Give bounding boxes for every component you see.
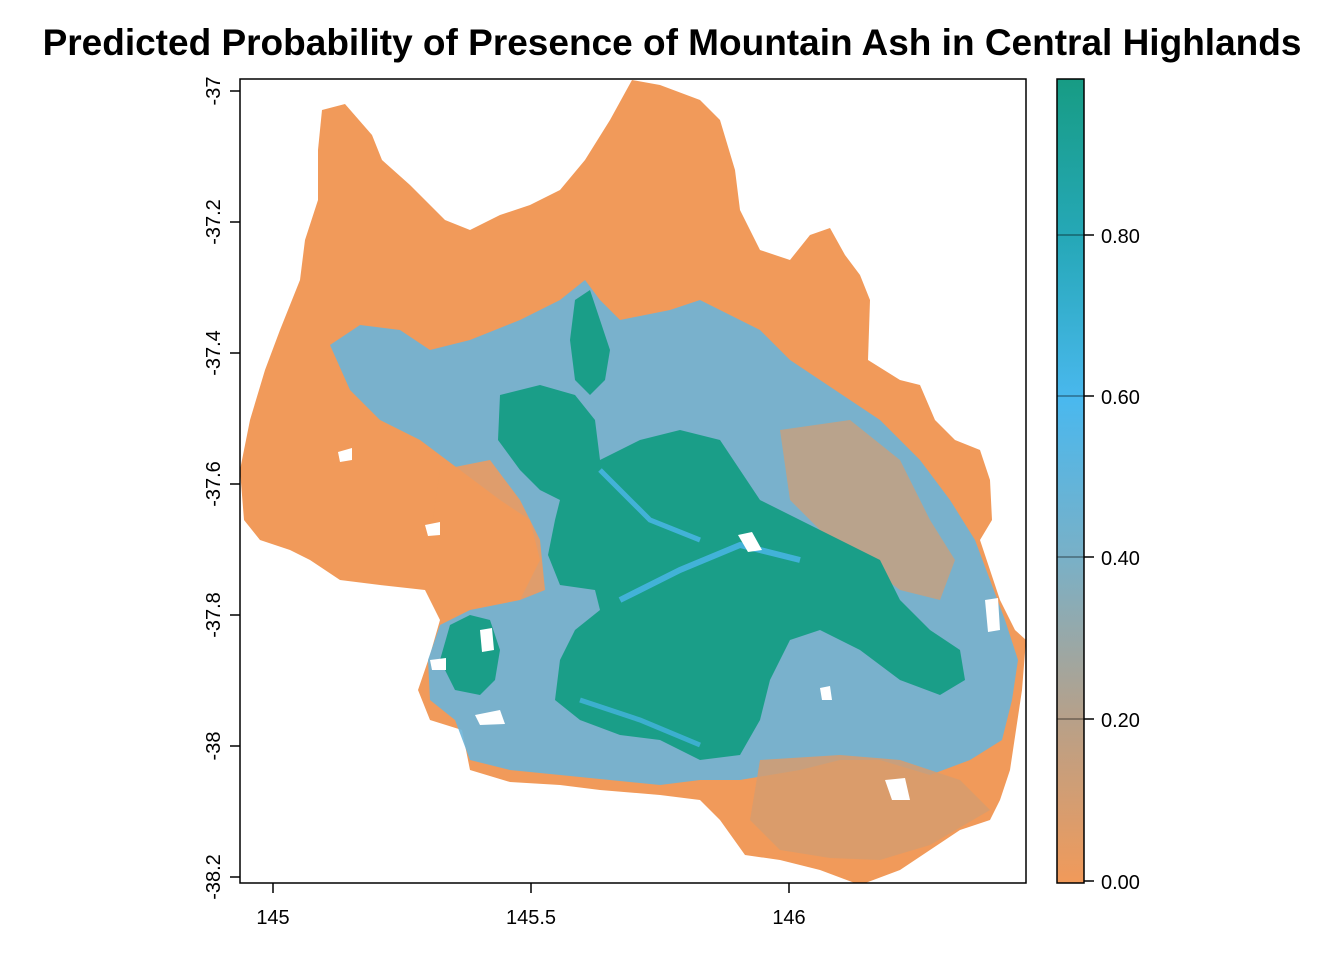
region-low-patch — [430, 460, 545, 600]
x-tick-label: 146 — [772, 907, 805, 929]
legend-tick-label: 0.40 — [1101, 548, 1140, 570]
legend-tick-label: 0.80 — [1101, 226, 1140, 248]
legend-colorbar — [1056, 78, 1085, 884]
y-tick-label: -37 — [203, 77, 225, 106]
region-lowmid-patch — [780, 420, 955, 600]
y-tick-label: -38.2 — [203, 854, 225, 900]
probability-map — [240, 80, 1026, 883]
y-tick-label: -37.8 — [203, 592, 225, 638]
legend-tick-label: 0.20 — [1101, 710, 1140, 732]
y-tick-label: -38 — [203, 732, 225, 761]
legend-tick-label: 0.00 — [1101, 872, 1140, 894]
map-title: Predicted Probability of Presence of Mou… — [42, 22, 1302, 63]
y-tick-label: -37.2 — [203, 199, 225, 245]
x-axis: 145 145.5 146 — [256, 883, 806, 929]
legend: 0.00 0.20 0.40 0.60 0.80 — [1056, 78, 1140, 894]
x-tick-label: 145.5 — [506, 907, 556, 929]
map-frame — [239, 78, 1027, 884]
y-axis: -37 -37.2 -37.4 -37.6 -37.8 -38 -38.2 — [203, 77, 240, 900]
legend-tick-label: 0.60 — [1101, 387, 1140, 409]
region-high-probability — [498, 385, 965, 760]
y-tick-label: -37.4 — [203, 330, 225, 376]
region-high-north — [570, 290, 610, 395]
x-tick-label: 145 — [256, 907, 289, 929]
region-south-patch — [750, 755, 990, 860]
y-tick-label: -37.6 — [203, 461, 225, 507]
